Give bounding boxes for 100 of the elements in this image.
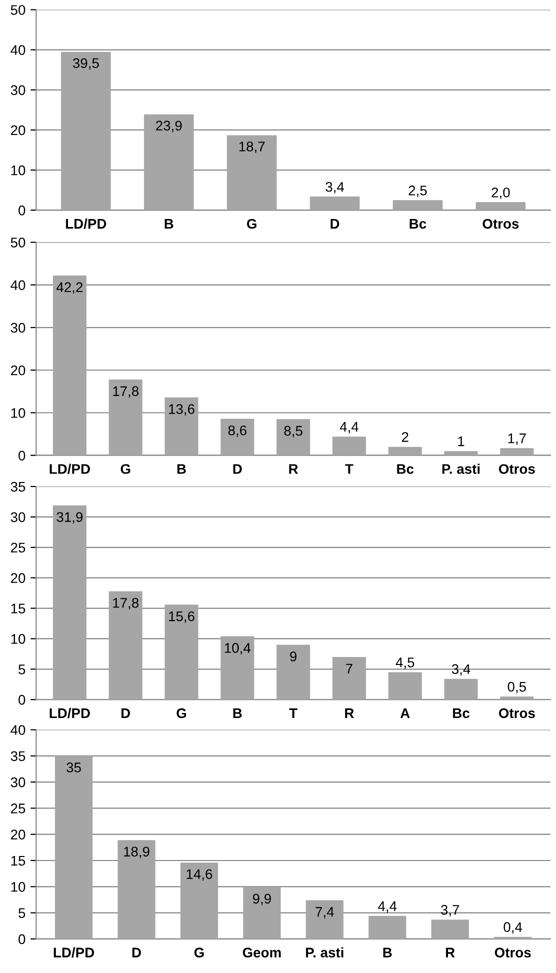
bar bbox=[500, 448, 534, 456]
bar bbox=[54, 756, 93, 939]
x-tick-label: D bbox=[233, 464, 242, 474]
x-tick-label: LD/PD bbox=[50, 464, 90, 474]
y-tick-label: 15 bbox=[11, 604, 26, 614]
y-tick-label: 35 bbox=[10, 482, 26, 492]
y-tick-label: 35 bbox=[10, 751, 26, 762]
y-tick-label: 50 bbox=[10, 238, 26, 248]
bar bbox=[500, 696, 534, 700]
data-label: 7,4 bbox=[316, 907, 334, 918]
x-tick-label: D bbox=[330, 219, 340, 229]
bar bbox=[276, 644, 310, 700]
data-label: 1 bbox=[458, 436, 464, 446]
y-tick-label: 5 bbox=[18, 908, 26, 918]
data-label: 2,0 bbox=[492, 188, 510, 200]
x-tick-label: B bbox=[233, 708, 242, 718]
data-label: 4,5 bbox=[396, 658, 414, 669]
y-tick-label: 5 bbox=[18, 664, 26, 674]
x-tick-label: T bbox=[345, 464, 354, 474]
x-tick-label: Otros bbox=[482, 218, 519, 229]
y-tick-label: 10 bbox=[11, 634, 26, 644]
data-label: 8,6 bbox=[228, 425, 246, 437]
bar bbox=[431, 920, 469, 939]
bar bbox=[108, 380, 142, 456]
data-label: 35 bbox=[66, 762, 81, 772]
y-tick-label: 25 bbox=[10, 804, 26, 814]
y-tick-label: 40 bbox=[10, 280, 26, 290]
data-label: 13,6 bbox=[169, 404, 194, 416]
data-label: 14,6 bbox=[186, 869, 212, 881]
data-label: 17,8 bbox=[113, 386, 138, 398]
y-tick-label: 10 bbox=[11, 882, 26, 892]
bar bbox=[164, 604, 198, 700]
x-tick-label: G bbox=[176, 708, 186, 718]
data-label: 18,7 bbox=[239, 142, 265, 154]
y-tick-label: 0 bbox=[18, 694, 26, 705]
x-tick-label: Otros bbox=[494, 948, 531, 958]
bar bbox=[332, 656, 366, 700]
y-tick-label: 15 bbox=[11, 856, 26, 866]
x-tick-label: A bbox=[400, 708, 410, 718]
y-tick-label: 0 bbox=[18, 450, 26, 461]
data-label: 10,4 bbox=[224, 643, 250, 655]
y-tick-label: 20 bbox=[10, 125, 26, 136]
y-tick-label: 10 bbox=[11, 165, 26, 176]
y-tick-label: 30 bbox=[10, 512, 26, 522]
x-tick-label: T bbox=[289, 708, 298, 718]
data-label: 2,5 bbox=[408, 186, 427, 198]
bar bbox=[108, 591, 142, 700]
x-tick-label: B bbox=[177, 464, 186, 474]
x-tick-label: Bc bbox=[397, 464, 414, 474]
data-label: 31,9 bbox=[56, 512, 83, 524]
data-label: 2 bbox=[402, 432, 408, 442]
x-tick-label: LD/PD bbox=[50, 708, 90, 718]
y-tick-label: 10 bbox=[11, 408, 26, 418]
y-tick-label: 20 bbox=[10, 573, 26, 583]
x-tick-label: G bbox=[194, 948, 204, 958]
bar bbox=[332, 436, 366, 456]
x-tick-label: G bbox=[246, 218, 256, 229]
bar bbox=[180, 862, 218, 939]
y-tick-label: 40 bbox=[10, 45, 26, 55]
data-label: 23,9 bbox=[156, 120, 182, 132]
bar bbox=[61, 52, 111, 210]
bar bbox=[306, 900, 344, 939]
y-tick-label: 50 bbox=[10, 5, 26, 15]
x-tick-label: G bbox=[120, 464, 130, 474]
data-label: 42,2 bbox=[56, 282, 82, 294]
bar bbox=[144, 114, 194, 210]
x-tick-label: LD/PD bbox=[54, 947, 94, 958]
x-tick-label: R bbox=[446, 948, 455, 958]
data-label: 4,4 bbox=[378, 901, 397, 913]
y-tick-label: 40 bbox=[10, 725, 26, 735]
data-label: 39,5 bbox=[72, 58, 99, 70]
data-label: 15,6 bbox=[169, 611, 194, 623]
bar bbox=[310, 196, 360, 210]
bar bbox=[118, 840, 156, 939]
data-label: 0,4 bbox=[504, 922, 522, 934]
y-tick-label: 0 bbox=[18, 934, 26, 944]
bar bbox=[392, 200, 443, 210]
bar bbox=[220, 636, 254, 700]
x-tick-label: Otros bbox=[498, 464, 535, 474]
bar bbox=[226, 135, 277, 210]
y-tick-label: 25 bbox=[10, 542, 26, 553]
x-tick-label: Bc bbox=[453, 708, 470, 718]
bar bbox=[368, 916, 406, 939]
x-tick-label: LD/PD bbox=[66, 218, 106, 229]
data-label: 7 bbox=[346, 664, 352, 674]
bar bbox=[52, 276, 86, 456]
bar bbox=[164, 397, 198, 456]
bar bbox=[388, 446, 422, 456]
x-tick-label: B bbox=[164, 219, 174, 229]
x-tick-label: R bbox=[345, 708, 354, 718]
x-tick-label: B bbox=[383, 948, 392, 958]
y-tick-label: 30 bbox=[10, 322, 26, 333]
data-label: 3,4 bbox=[452, 664, 470, 676]
data-label: 1,7 bbox=[508, 434, 526, 445]
data-label: 8,5 bbox=[284, 426, 302, 438]
y-tick-label: 30 bbox=[10, 777, 26, 788]
y-tick-label: 0 bbox=[18, 206, 26, 216]
x-tick-label: P. asti bbox=[442, 464, 480, 474]
bar bbox=[276, 419, 310, 456]
x-tick-label: D bbox=[132, 948, 141, 958]
